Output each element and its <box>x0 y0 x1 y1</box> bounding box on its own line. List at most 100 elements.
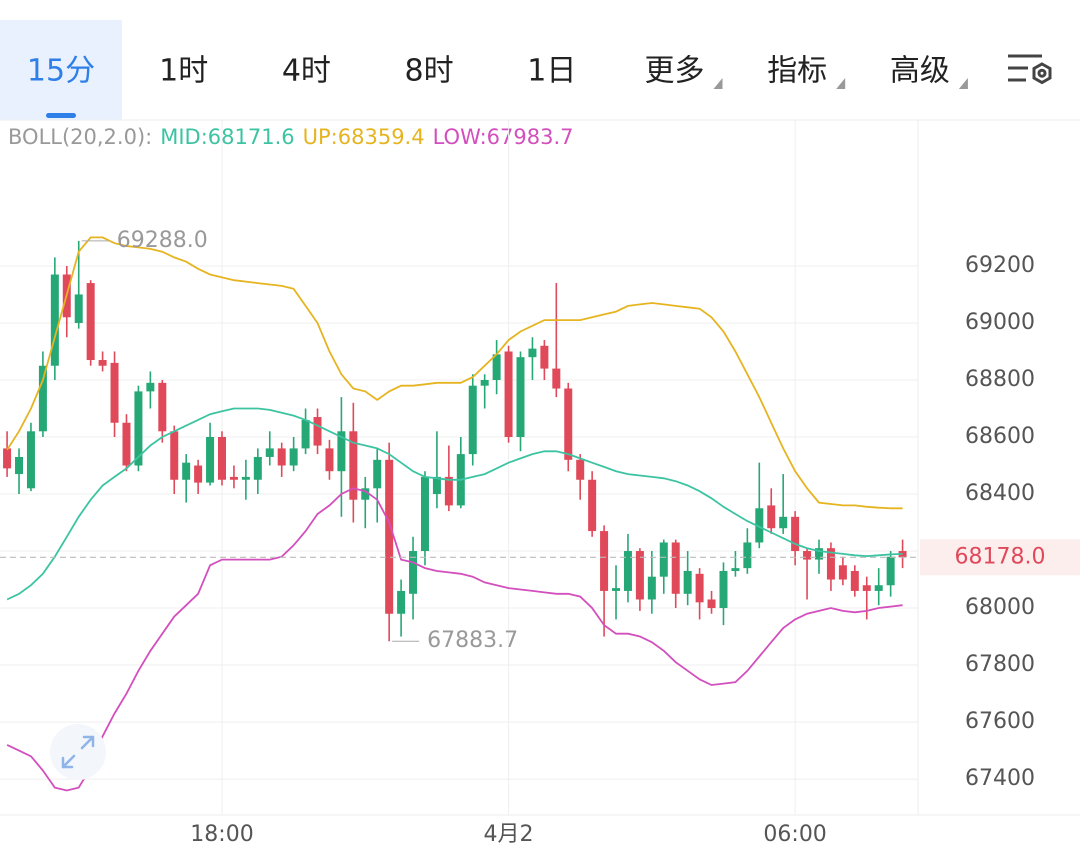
candle-body <box>277 448 286 466</box>
candle-body <box>110 362 119 423</box>
tab-underline <box>46 113 76 118</box>
dropdown-caret <box>836 78 846 89</box>
candle-body <box>528 348 537 358</box>
y-tick-label: 69000 <box>965 310 1035 335</box>
candle-body <box>146 382 155 392</box>
candle-body <box>218 436 226 480</box>
tab[interactable]: 4时 <box>282 54 331 89</box>
candle-body <box>134 391 143 466</box>
candle-body <box>313 417 322 446</box>
candle-body <box>229 476 238 480</box>
candle-body <box>755 508 764 543</box>
indicator-legend: BOLL(20,2.0): MID:68171.6 UP:68359.4 LOW:67… <box>8 125 574 149</box>
candle-body <box>504 351 513 437</box>
icon-hex <box>1032 62 1052 85</box>
candle-body <box>301 419 310 449</box>
candle-body <box>26 431 35 489</box>
band-line <box>6 407 903 601</box>
candle-body <box>349 431 358 500</box>
x-tick-label: 06:00 <box>763 822 826 847</box>
candle-body <box>420 476 429 552</box>
candle-body <box>74 294 83 323</box>
tab-label: 指标 <box>767 54 827 89</box>
tab-highlight <box>0 20 122 120</box>
icon-dot <box>1037 68 1047 78</box>
marker-label: 69288.0 <box>117 228 208 253</box>
candle-body <box>50 274 59 366</box>
candle-body <box>337 431 346 472</box>
legend-item: UP:68359.4 <box>303 125 425 149</box>
settings-icon[interactable] <box>1008 54 1052 85</box>
y-tick-label: 68600 <box>965 424 1035 449</box>
candle-body <box>444 476 453 506</box>
tab[interactable]: 高级 <box>890 54 968 90</box>
candle-body <box>588 479 597 532</box>
candle-body <box>695 573 704 603</box>
expand-bg <box>50 724 106 780</box>
marker-label: 67883.7 <box>427 628 518 653</box>
band-line <box>6 236 903 510</box>
y-tick-label: 68400 <box>965 481 1035 506</box>
candle-body <box>516 357 525 437</box>
tab[interactable]: 更多 <box>645 54 723 90</box>
candle-body <box>623 551 632 591</box>
candle-body <box>826 548 835 580</box>
candle-body <box>492 354 501 380</box>
legend-item: MID:68171.6 <box>160 125 294 149</box>
candle-body <box>850 570 859 591</box>
x-tick-label: 18:00 <box>190 822 253 847</box>
bands <box>6 236 903 792</box>
candle-body <box>86 283 95 361</box>
candle-body <box>432 476 441 495</box>
candle-body <box>170 431 179 480</box>
candle-body <box>241 476 250 480</box>
candle-body <box>38 365 47 432</box>
candle-body <box>612 588 621 591</box>
tab-label: 1时 <box>159 54 208 89</box>
candle-body <box>838 565 847 580</box>
band-line <box>6 487 903 792</box>
candle-body <box>373 459 382 489</box>
candles <box>3 240 907 642</box>
candle-body <box>779 516 788 529</box>
candle-body <box>803 551 812 560</box>
candle-body <box>576 459 585 480</box>
tab-bar: 15分 1时 4时 8时 1日 更多 指标 高级 <box>0 20 968 120</box>
candle-body <box>361 488 370 500</box>
candle-body <box>874 585 883 591</box>
candle-body <box>265 448 274 457</box>
candle-body <box>707 599 716 609</box>
candle-body <box>289 448 298 466</box>
tab[interactable]: 1时 <box>159 54 208 89</box>
candle-body <box>397 590 406 614</box>
y-tick-label: 69200 <box>965 253 1035 278</box>
last-price-label: 68178.0 <box>955 544 1046 569</box>
expand-arrows <box>61 735 95 769</box>
candle-body <box>15 456 24 475</box>
y-tick-label: 67600 <box>965 709 1035 734</box>
tab[interactable]: 1日 <box>527 54 576 89</box>
candle-body <box>253 456 262 480</box>
tab[interactable]: 15分 <box>0 20 122 120</box>
tab[interactable]: 指标 <box>767 54 846 90</box>
candle-body <box>540 345 549 369</box>
tab-label: 高级 <box>890 54 950 89</box>
candle-body <box>3 448 12 469</box>
candle-body <box>719 570 728 609</box>
legend-item: LOW:67983.7 <box>433 125 574 149</box>
candle-body <box>683 570 692 594</box>
candle-body <box>564 388 573 460</box>
tab-label: 更多 <box>645 54 705 89</box>
candle-body <box>731 568 740 571</box>
expand-button[interactable] <box>50 724 106 780</box>
candle-body <box>635 551 644 600</box>
candle-body <box>862 585 871 591</box>
candle-body <box>552 368 561 389</box>
candle-body <box>468 385 477 455</box>
y-tick-label: 67800 <box>965 652 1035 677</box>
tab[interactable]: 8时 <box>405 54 454 89</box>
candle-body <box>791 516 800 552</box>
candle-body <box>98 360 107 366</box>
y-tick-label: 68000 <box>965 595 1035 620</box>
